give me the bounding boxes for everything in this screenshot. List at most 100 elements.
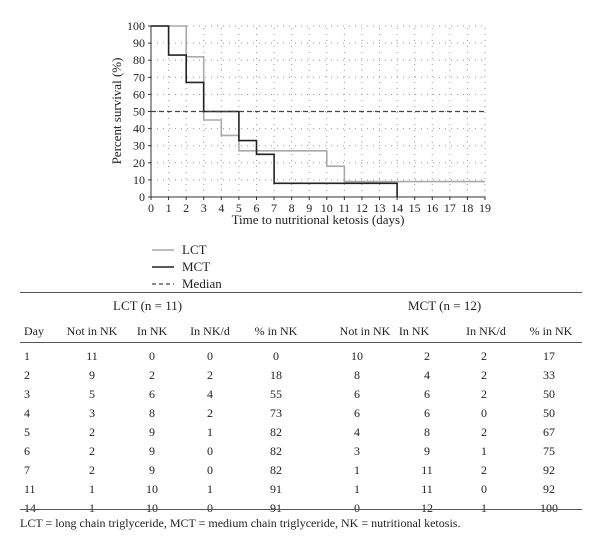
value-cell: 18 bbox=[270, 368, 282, 382]
value-cell: 1 bbox=[89, 482, 95, 496]
day-cell: 11 bbox=[24, 482, 36, 496]
value-cell: 2 bbox=[89, 463, 95, 477]
value-cell: 8 bbox=[354, 368, 360, 382]
column-header: Not in NK bbox=[66, 324, 118, 338]
value-cell: 100 bbox=[540, 501, 558, 515]
x-tick-label: 18 bbox=[461, 201, 473, 215]
y-tick-label: 100 bbox=[127, 19, 145, 33]
value-cell: 1 bbox=[207, 425, 213, 439]
x-tick-label: 4 bbox=[218, 201, 224, 215]
value-cell: 0 bbox=[481, 482, 487, 496]
value-cell: 82 bbox=[270, 425, 282, 439]
value-cell: 92 bbox=[543, 463, 555, 477]
value-cell: 3 bbox=[89, 406, 95, 420]
value-cell: 33 bbox=[543, 368, 555, 382]
table-row: 11 1 10 1 91 1 11 0 92 bbox=[20, 480, 582, 499]
value-cell: 0 bbox=[149, 349, 155, 363]
x-tick-label: 9 bbox=[306, 201, 312, 215]
column-header: % in NK bbox=[254, 324, 298, 338]
value-cell: 9 bbox=[149, 444, 155, 458]
y-tick-label: 40 bbox=[133, 122, 145, 136]
y-tick-label: 0 bbox=[139, 190, 145, 204]
value-cell: 2 bbox=[89, 444, 95, 458]
value-cell: 6 bbox=[354, 387, 360, 401]
y-tick-label: 20 bbox=[133, 156, 145, 170]
value-cell: 0 bbox=[481, 406, 487, 420]
column-header: In NK/d bbox=[466, 324, 506, 338]
value-cell: 6 bbox=[149, 387, 155, 401]
x-tick-label: 8 bbox=[289, 201, 295, 215]
column-header: Not in NK bbox=[339, 324, 391, 338]
value-cell: 75 bbox=[543, 444, 555, 458]
day-cell: 3 bbox=[24, 387, 30, 401]
value-cell: 9 bbox=[149, 463, 155, 477]
value-cell: 0 bbox=[207, 463, 213, 477]
value-cell: 91 bbox=[270, 501, 282, 515]
value-cell: 10 bbox=[146, 501, 158, 515]
x-tick-label: 16 bbox=[426, 201, 438, 215]
y-tick-label: 90 bbox=[133, 36, 145, 50]
value-cell: 11 bbox=[421, 463, 433, 477]
column-header: % in NK bbox=[529, 324, 573, 338]
day-cell: 5 bbox=[24, 425, 30, 439]
value-cell: 3 bbox=[354, 444, 360, 458]
value-cell: 6 bbox=[424, 406, 430, 420]
value-cell: 73 bbox=[270, 406, 282, 420]
header-rule bbox=[20, 342, 582, 343]
value-cell: 6 bbox=[354, 406, 360, 420]
value-cell: 4 bbox=[424, 368, 430, 382]
value-cell: 0 bbox=[207, 444, 213, 458]
value-cell: 5 bbox=[89, 387, 95, 401]
table-bottom-rule bbox=[20, 509, 582, 510]
table-row: 5 2 9 1 82 4 8 2 67 bbox=[20, 423, 582, 442]
value-cell: 2 bbox=[149, 368, 155, 382]
series-line-mct bbox=[151, 25, 398, 197]
y-tick-label: 30 bbox=[133, 139, 145, 153]
x-tick-label: 14 bbox=[391, 201, 403, 215]
data-table: 1 11 0 0 0 10 2 2 17 2 9 2 2 18 8 4 2 33 3 5 6 4 55 6 6 2 50 4 3 8 2 73… bbox=[20, 347, 582, 518]
value-cell: 2 bbox=[481, 387, 487, 401]
value-cell: 8 bbox=[424, 425, 430, 439]
x-axis-label: Time to nutritional ketosis (days) bbox=[232, 212, 405, 227]
value-cell: 10 bbox=[351, 349, 363, 363]
value-cell: 2 bbox=[481, 368, 487, 382]
x-tick-label: 1 bbox=[166, 201, 172, 215]
value-cell: 0 bbox=[354, 501, 360, 515]
value-cell: 1 bbox=[481, 501, 487, 515]
value-cell: 82 bbox=[270, 444, 282, 458]
table-top-rule bbox=[20, 292, 582, 293]
value-cell: 50 bbox=[543, 406, 555, 420]
mct-group-title: MCT (n = 12) bbox=[408, 298, 481, 314]
value-cell: 4 bbox=[354, 425, 360, 439]
x-tick-label: 7 bbox=[271, 201, 277, 215]
day-cell: 14 bbox=[24, 501, 36, 515]
value-cell: 2 bbox=[207, 406, 213, 420]
x-tick-label: 0 bbox=[148, 201, 154, 215]
x-tick-label: 2 bbox=[183, 201, 189, 215]
day-cell: 2 bbox=[24, 368, 30, 382]
y-tick-label: 60 bbox=[133, 87, 145, 101]
value-cell: 0 bbox=[207, 349, 213, 363]
value-cell: 1 bbox=[481, 444, 487, 458]
y-tick-label: 10 bbox=[133, 173, 145, 187]
y-tick-label: 80 bbox=[133, 53, 145, 67]
x-tick-label: 15 bbox=[409, 201, 421, 215]
value-cell: 4 bbox=[207, 387, 213, 401]
value-cell: 9 bbox=[89, 368, 95, 382]
x-tick-label: 17 bbox=[444, 201, 456, 215]
value-cell: 1 bbox=[354, 482, 360, 496]
value-cell: 82 bbox=[270, 463, 282, 477]
value-cell: 1 bbox=[207, 482, 213, 496]
column-header: Day bbox=[24, 324, 44, 338]
x-tick-label: 13 bbox=[374, 201, 386, 215]
value-cell: 6 bbox=[424, 387, 430, 401]
value-cell: 55 bbox=[270, 387, 282, 401]
y-tick-label: 70 bbox=[133, 70, 145, 84]
lct-group-title: LCT (n = 11) bbox=[113, 298, 182, 314]
x-tick-label: 5 bbox=[236, 201, 242, 215]
column-header: In NK bbox=[398, 324, 430, 338]
table-row: 7 2 9 0 82 1 11 2 92 bbox=[20, 461, 582, 480]
table-row: 6 2 9 0 82 3 9 1 75 bbox=[20, 442, 582, 461]
value-cell: 2 bbox=[481, 463, 487, 477]
legend-label-lct: LCT bbox=[182, 242, 207, 257]
